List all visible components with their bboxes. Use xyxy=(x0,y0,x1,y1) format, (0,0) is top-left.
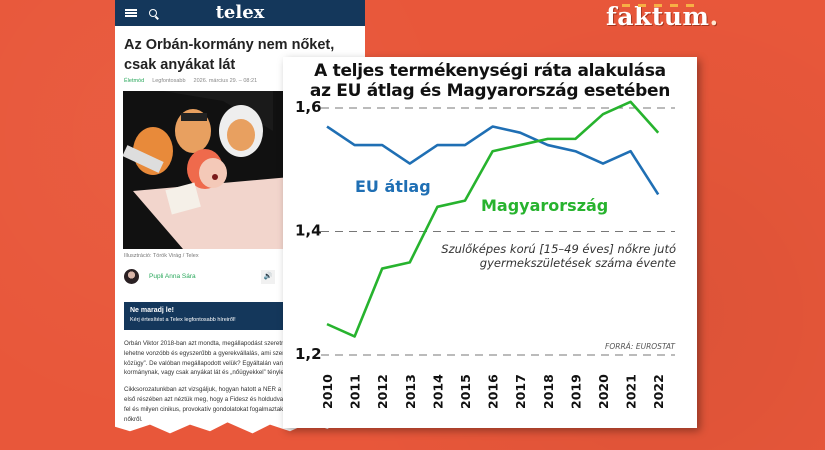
chart-source: FORRÁ: EUROSTAT xyxy=(605,342,676,351)
x-tick-label: 2014 xyxy=(430,374,445,409)
article-paragraph: Orbán Viktor 2018-ban azt mondta, megáll… xyxy=(124,340,352,377)
search-icon[interactable] xyxy=(149,9,157,17)
author-avatar[interactable] xyxy=(124,269,139,284)
article-title: Az Orbán-kormány nem nőket, csak anyákat… xyxy=(124,37,335,73)
telex-logo[interactable]: telex xyxy=(215,2,265,23)
x-tick-label: 2015 xyxy=(458,374,473,409)
eu-average-line xyxy=(326,125,660,196)
chart-title: A teljes termékenységi ráta alakulása az … xyxy=(283,61,697,101)
y-tick-label: 1,6 xyxy=(295,98,322,116)
hungary-line xyxy=(326,100,660,338)
x-tick-label: 2022 xyxy=(651,374,666,409)
article-category[interactable]: Életmód xyxy=(124,78,145,84)
article-date: 2026. március 29. – 08:21 xyxy=(193,78,258,84)
x-tick-label: 2019 xyxy=(568,374,583,409)
faktum-logo: faktum. xyxy=(606,2,719,31)
menu-icon[interactable] xyxy=(125,9,137,17)
x-tick-label: 2020 xyxy=(596,374,611,409)
author-row: Pupli Anna Sára 🔊 xyxy=(115,263,365,290)
x-tick-label: 2016 xyxy=(486,374,501,409)
x-tick-label: 2011 xyxy=(348,374,363,409)
x-tick-label: 2017 xyxy=(513,374,528,409)
x-tick-label: 2018 xyxy=(541,374,556,409)
y-tick-label: 1,4 xyxy=(295,222,322,240)
y-tick-label: 1,2 xyxy=(295,345,322,363)
chart-title-line-2: az EU átlag és Magyarország esetében xyxy=(309,81,671,101)
logo-accent xyxy=(622,4,699,7)
eu-series-label: EU átlag xyxy=(355,177,431,196)
article-meta: Életmód Legfontosabb 2026. március 29. –… xyxy=(115,75,365,84)
x-tick-label: 2012 xyxy=(375,374,390,409)
speaker-icon[interactable]: 🔊 xyxy=(261,269,275,284)
article-paragraph: Cikksorozatunkban azt vizsgáljuk, hogyan… xyxy=(124,386,352,423)
hungary-series-label: Magyarország xyxy=(481,196,608,215)
x-tick-label: 2010 xyxy=(320,374,335,409)
telex-header: telex xyxy=(115,0,365,26)
image-caption: Illusztráció: Török Virág / Telex xyxy=(124,253,199,259)
article-body: Orbán Viktor 2018-ban azt mondta, megáll… xyxy=(115,330,365,424)
x-tick-label: 2021 xyxy=(624,374,639,409)
author-name[interactable]: Pupli Anna Sára xyxy=(149,273,196,280)
chart-subtitle-line-2: gyermekszületések száma évente xyxy=(480,256,676,270)
line-chart: 1,2 1,4 1,6 2010 2011 2012 2013 2014 2015 2016 201… xyxy=(295,98,676,409)
cta-text: Kérj értesítést a Telex legfontosabb hír… xyxy=(130,317,236,323)
chart-title-line-1: A teljes termékenységi ráta alakulása xyxy=(314,61,666,81)
chart-card: A teljes termékenységi ráta alakulása az … xyxy=(283,57,697,428)
x-tick-label: 2013 xyxy=(403,374,418,409)
chart-subtitle-line-1: Szulőképes korú [15–49 éves] nőkre jutó xyxy=(441,242,676,256)
cta-heading: Ne maradj le! xyxy=(130,307,174,314)
article-tag[interactable]: Legfontosabb xyxy=(152,78,186,84)
